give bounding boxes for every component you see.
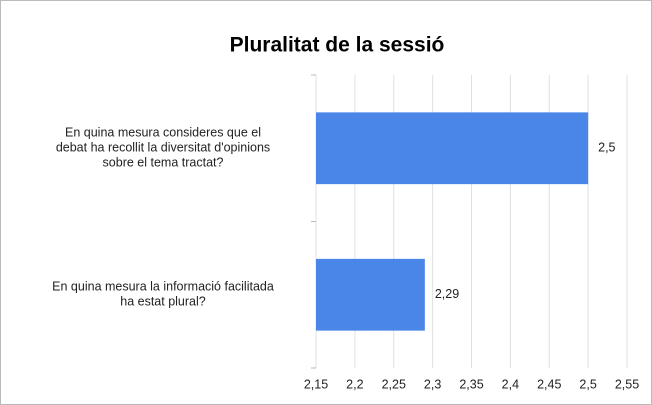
x-tick-label: 2,3 [424,377,441,391]
x-tick-label: 2,5 [579,377,596,391]
x-tick-label: 2,25 [382,377,406,391]
x-tick-label: 2,2 [346,377,363,391]
x-tick-label: 2,35 [459,377,483,391]
bar [316,112,589,185]
x-tick-label: 2,45 [537,377,561,391]
bar [316,258,425,331]
chart-title: Pluralitat de la sessió [230,34,445,57]
category-label: En quina mesura la informació facilitada… [52,280,274,309]
value-label: 2,29 [435,287,459,301]
category-label: En quina mesura consideres que el debat h… [56,126,270,170]
value-label: 2,5 [598,141,615,155]
x-tick-label: 2,55 [615,377,639,391]
x-tick-label: 2,4 [502,377,519,391]
x-tick-label: 2,15 [304,377,328,391]
